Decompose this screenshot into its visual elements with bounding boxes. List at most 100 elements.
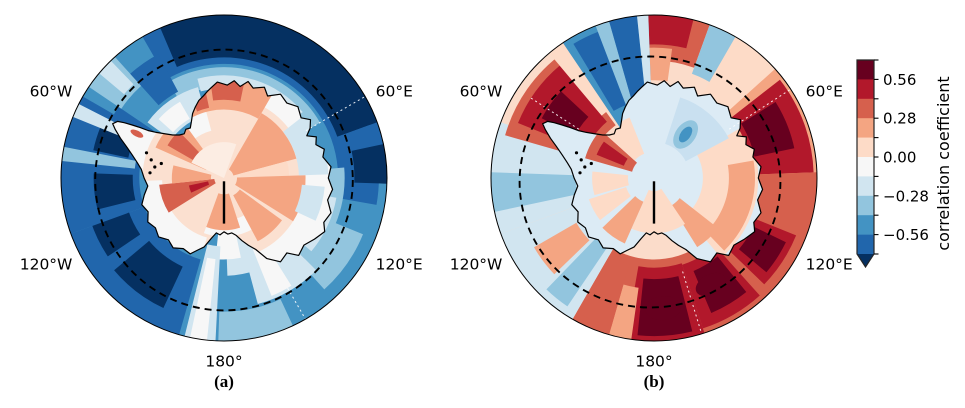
antarctica-coastline	[112, 80, 334, 263]
meridian-label-180: 180°	[635, 352, 672, 370]
contour-sector	[114, 240, 183, 308]
contour-sector	[573, 31, 626, 111]
contour-sector	[188, 181, 210, 193]
colorbar-extend-arrow	[857, 254, 874, 267]
contour-sector	[160, 15, 378, 137]
contour-sector	[602, 196, 644, 244]
island-dot	[589, 161, 593, 166]
meridian-label-120W: 120°W	[20, 255, 73, 273]
contour-sector	[167, 131, 204, 164]
colorbar-outline	[856, 59, 875, 269]
ocean-contours	[61, 15, 387, 341]
contour-sector	[218, 299, 293, 341]
meridian-gridline	[305, 96, 366, 132]
colorbar: 0.56 0.28 0.00 −0.28 −0.56 correlation coeffi…	[845, 0, 965, 408]
contour-sector	[702, 36, 783, 118]
contour-sector	[158, 101, 190, 133]
contour-sector	[171, 165, 212, 184]
antarctica-coastline	[542, 80, 764, 263]
contour-sector	[671, 198, 719, 248]
contour-sector	[210, 80, 245, 102]
contour-sector	[637, 15, 652, 97]
island-dot	[579, 158, 583, 162]
contour-sector	[93, 173, 136, 210]
colorbar-svg: 0.56 0.28 0.00 −0.28 −0.56 correlation coeffi…	[856, 59, 953, 269]
contour-sector	[61, 146, 136, 169]
contour-sector	[706, 160, 756, 251]
contour-sector	[130, 54, 179, 106]
caption-a: (a)	[214, 372, 234, 391]
map-panel-b: 60°W 60°E 120°W 120°E 180°	[430, 0, 860, 370]
contour-sector	[549, 41, 610, 116]
colorbar-segment	[857, 98, 874, 119]
colorbar-segment	[857, 215, 874, 235]
contour-sector	[541, 91, 589, 136]
meridian-gridline	[682, 271, 703, 335]
contour-sector	[631, 188, 685, 234]
island-dot	[144, 151, 149, 155]
colorbar-segment	[857, 157, 874, 177]
contour-blob	[294, 135, 313, 163]
contour-sector	[649, 47, 673, 82]
meridian-label-60W: 60°W	[30, 83, 73, 101]
contour-sector	[190, 257, 216, 341]
contour-blob	[645, 296, 682, 321]
colorbar-segment	[857, 137, 874, 158]
contour-sector	[576, 255, 630, 327]
colorbar-segment	[857, 118, 874, 138]
contour-sector	[596, 141, 628, 166]
contour-sector	[691, 24, 746, 87]
caption-b: (b)	[643, 372, 665, 391]
map-boundary-circle	[60, 14, 388, 342]
contour-sector	[738, 226, 786, 273]
map-boundary-circle	[490, 14, 818, 342]
contour-sector	[228, 113, 297, 176]
colorbar-axis-label: correlation coefficient	[934, 76, 953, 250]
island-dot	[574, 151, 579, 155]
contour-sector	[235, 175, 306, 222]
colorbar-tick-label: −0.28	[883, 187, 929, 205]
contour-sector	[294, 184, 325, 221]
contour-sector	[546, 236, 609, 307]
meridian-label-60E: 60°E	[806, 83, 843, 101]
contour-sector	[491, 172, 578, 212]
contour-sector	[592, 171, 629, 196]
meridian-label-60E: 60°E	[376, 83, 413, 101]
meridian-label-180: 180°	[205, 352, 242, 370]
colorbar-segment	[857, 79, 874, 100]
dashed-latitude-circle	[518, 55, 782, 309]
island-dot	[578, 171, 582, 175]
meridian-label-120E: 120°E	[806, 255, 853, 273]
dashed-latitude-circle	[94, 48, 354, 312]
island-dot	[148, 171, 152, 175]
contour-sector	[351, 144, 387, 184]
colorbar-segment	[857, 60, 874, 80]
meridian-gridline	[728, 88, 791, 130]
island-dot	[583, 165, 587, 169]
island-dot	[159, 161, 163, 166]
colorbar-segment	[857, 234, 874, 255]
contour-sector	[233, 189, 282, 242]
contour-sector	[642, 15, 694, 49]
meridian-label-120E: 120°E	[376, 255, 423, 273]
meridian-label-60W: 60°W	[460, 83, 503, 101]
colorbar-segment	[857, 176, 874, 197]
contour-sector	[609, 15, 647, 113]
contour-blob	[130, 129, 144, 138]
colorbar-tick-label: 0.00	[883, 149, 916, 167]
contour-sector	[215, 230, 241, 260]
contour-sector	[588, 187, 631, 221]
land-contours	[585, 97, 759, 258]
contour-sector	[239, 161, 290, 178]
map-panel-a: 60°W 60°E 120°W 120°E 180°	[0, 0, 430, 370]
contour-sector	[595, 21, 636, 118]
colorbar-tick-label: 0.28	[883, 110, 916, 128]
colorbar-tick-label: −0.56	[883, 226, 929, 244]
map-svg-A: 60°W 60°E 120°W 120°E 180°	[20, 14, 423, 370]
contour-sector	[609, 284, 639, 340]
island-dot	[153, 165, 157, 169]
colorbar-tick-label: 0.56	[883, 71, 916, 89]
island-dot	[149, 158, 153, 162]
meridian-label-120W: 120°W	[450, 255, 503, 273]
contour-sector	[99, 60, 134, 95]
